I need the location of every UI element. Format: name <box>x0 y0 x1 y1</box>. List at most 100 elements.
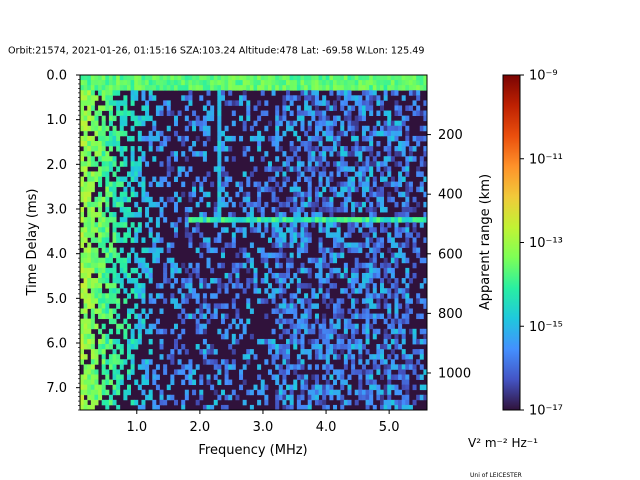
heatmap-cell <box>278 75 283 81</box>
heatmap-cell <box>419 181 424 188</box>
heatmap-cell <box>282 100 287 106</box>
heatmap-cell <box>242 328 247 335</box>
heatmap-cell <box>304 404 309 411</box>
heatmap-cell <box>202 176 207 182</box>
heatmap-cell <box>408 80 413 86</box>
heatmap-cell <box>98 90 103 96</box>
heatmap-cell <box>101 115 106 122</box>
heatmap-cell <box>347 151 352 157</box>
heatmap-cell <box>296 354 301 360</box>
heatmap-cell <box>333 146 338 152</box>
heatmap-cell <box>94 171 99 177</box>
heatmap-cell <box>387 156 392 162</box>
heatmap-cell <box>195 227 200 233</box>
heatmap-cell <box>340 394 345 401</box>
heatmap-cell <box>148 323 153 330</box>
heatmap-cell <box>184 217 189 223</box>
heatmap-cell <box>181 283 186 289</box>
heatmap-cell <box>264 80 269 86</box>
heatmap-cell <box>148 308 153 314</box>
heatmap-cell <box>257 80 262 86</box>
heatmap-cell <box>83 232 88 238</box>
heatmap-cell <box>372 227 377 233</box>
heatmap-cell <box>155 237 160 243</box>
heatmap-cell <box>369 206 374 213</box>
heatmap-cell <box>318 206 323 213</box>
heatmap-cell <box>195 222 200 228</box>
heatmap-cell <box>90 262 95 269</box>
heatmap-cell <box>217 181 222 188</box>
heatmap-cell <box>322 115 327 122</box>
heatmap-cell <box>159 80 164 86</box>
heatmap-cell <box>90 364 95 370</box>
heatmap-cell <box>307 120 312 127</box>
heatmap-cell <box>380 80 385 86</box>
heatmap-cell <box>231 262 236 269</box>
heatmap-cell <box>372 95 377 101</box>
heatmap-cell <box>210 115 215 122</box>
heatmap-cell <box>293 369 298 375</box>
heatmap-cell <box>80 288 85 294</box>
heatmap-cell <box>101 359 106 365</box>
heatmap-cell <box>408 181 413 188</box>
heatmap-cell <box>304 191 309 198</box>
heatmap-cell <box>80 308 85 314</box>
heatmap-cell <box>206 85 211 91</box>
heatmap-cell <box>365 267 370 274</box>
heatmap-cell <box>296 283 301 289</box>
heatmap-cell <box>336 161 341 167</box>
heatmap-cell <box>333 242 338 248</box>
heatmap-cell <box>257 186 262 193</box>
heatmap-cell <box>376 217 381 223</box>
heatmap-cell <box>206 130 211 137</box>
heatmap-cell <box>278 384 283 391</box>
heatmap-cell <box>333 161 338 167</box>
heatmap-cell <box>98 288 103 294</box>
heatmap-cell <box>83 115 88 122</box>
heatmap-cell <box>380 349 385 355</box>
heatmap-cell <box>87 176 92 182</box>
heatmap-cell <box>296 217 301 223</box>
heatmap-cell <box>351 323 356 330</box>
heatmap-cell <box>271 90 276 96</box>
heatmap-cell <box>108 120 113 127</box>
heatmap-cell <box>148 232 153 238</box>
heatmap-cell <box>108 110 113 117</box>
heatmap-cell <box>343 354 348 360</box>
heatmap-cell <box>365 318 370 325</box>
heatmap-cell <box>347 349 352 355</box>
heatmap-cell <box>307 308 312 314</box>
heatmap-cell <box>137 181 142 188</box>
heatmap-cell <box>369 80 374 86</box>
heatmap-cell <box>166 75 171 81</box>
heatmap-cell <box>412 146 417 152</box>
heatmap-cell <box>343 100 348 106</box>
heatmap-cell <box>126 369 131 375</box>
heatmap-cell <box>202 313 207 320</box>
heatmap-cell <box>177 196 182 203</box>
heatmap-cell <box>101 156 106 162</box>
heatmap-cell <box>264 186 269 193</box>
heatmap-cell <box>80 237 85 243</box>
heatmap-cell <box>267 267 272 274</box>
heatmap-cell <box>83 267 88 274</box>
heatmap-cell <box>90 222 95 228</box>
heatmap-cell <box>145 75 150 81</box>
heatmap-cell <box>300 364 305 370</box>
heatmap-cell <box>224 328 229 335</box>
heatmap-cell <box>314 120 319 127</box>
heatmap-cell <box>361 130 366 137</box>
heatmap-cell <box>347 344 352 350</box>
heatmap-cell <box>376 394 381 401</box>
heatmap-cell <box>137 146 142 152</box>
heatmap-cell <box>192 75 197 81</box>
heatmap-cell <box>365 95 370 101</box>
heatmap-cell <box>275 196 280 203</box>
heatmap-cell <box>213 247 218 254</box>
heatmap-cell <box>220 283 225 289</box>
heatmap-cell <box>108 212 113 218</box>
heatmap-cell <box>311 257 316 264</box>
heatmap-cell <box>94 212 99 218</box>
heatmap-cell <box>369 151 374 157</box>
heatmap-cell <box>148 80 153 86</box>
